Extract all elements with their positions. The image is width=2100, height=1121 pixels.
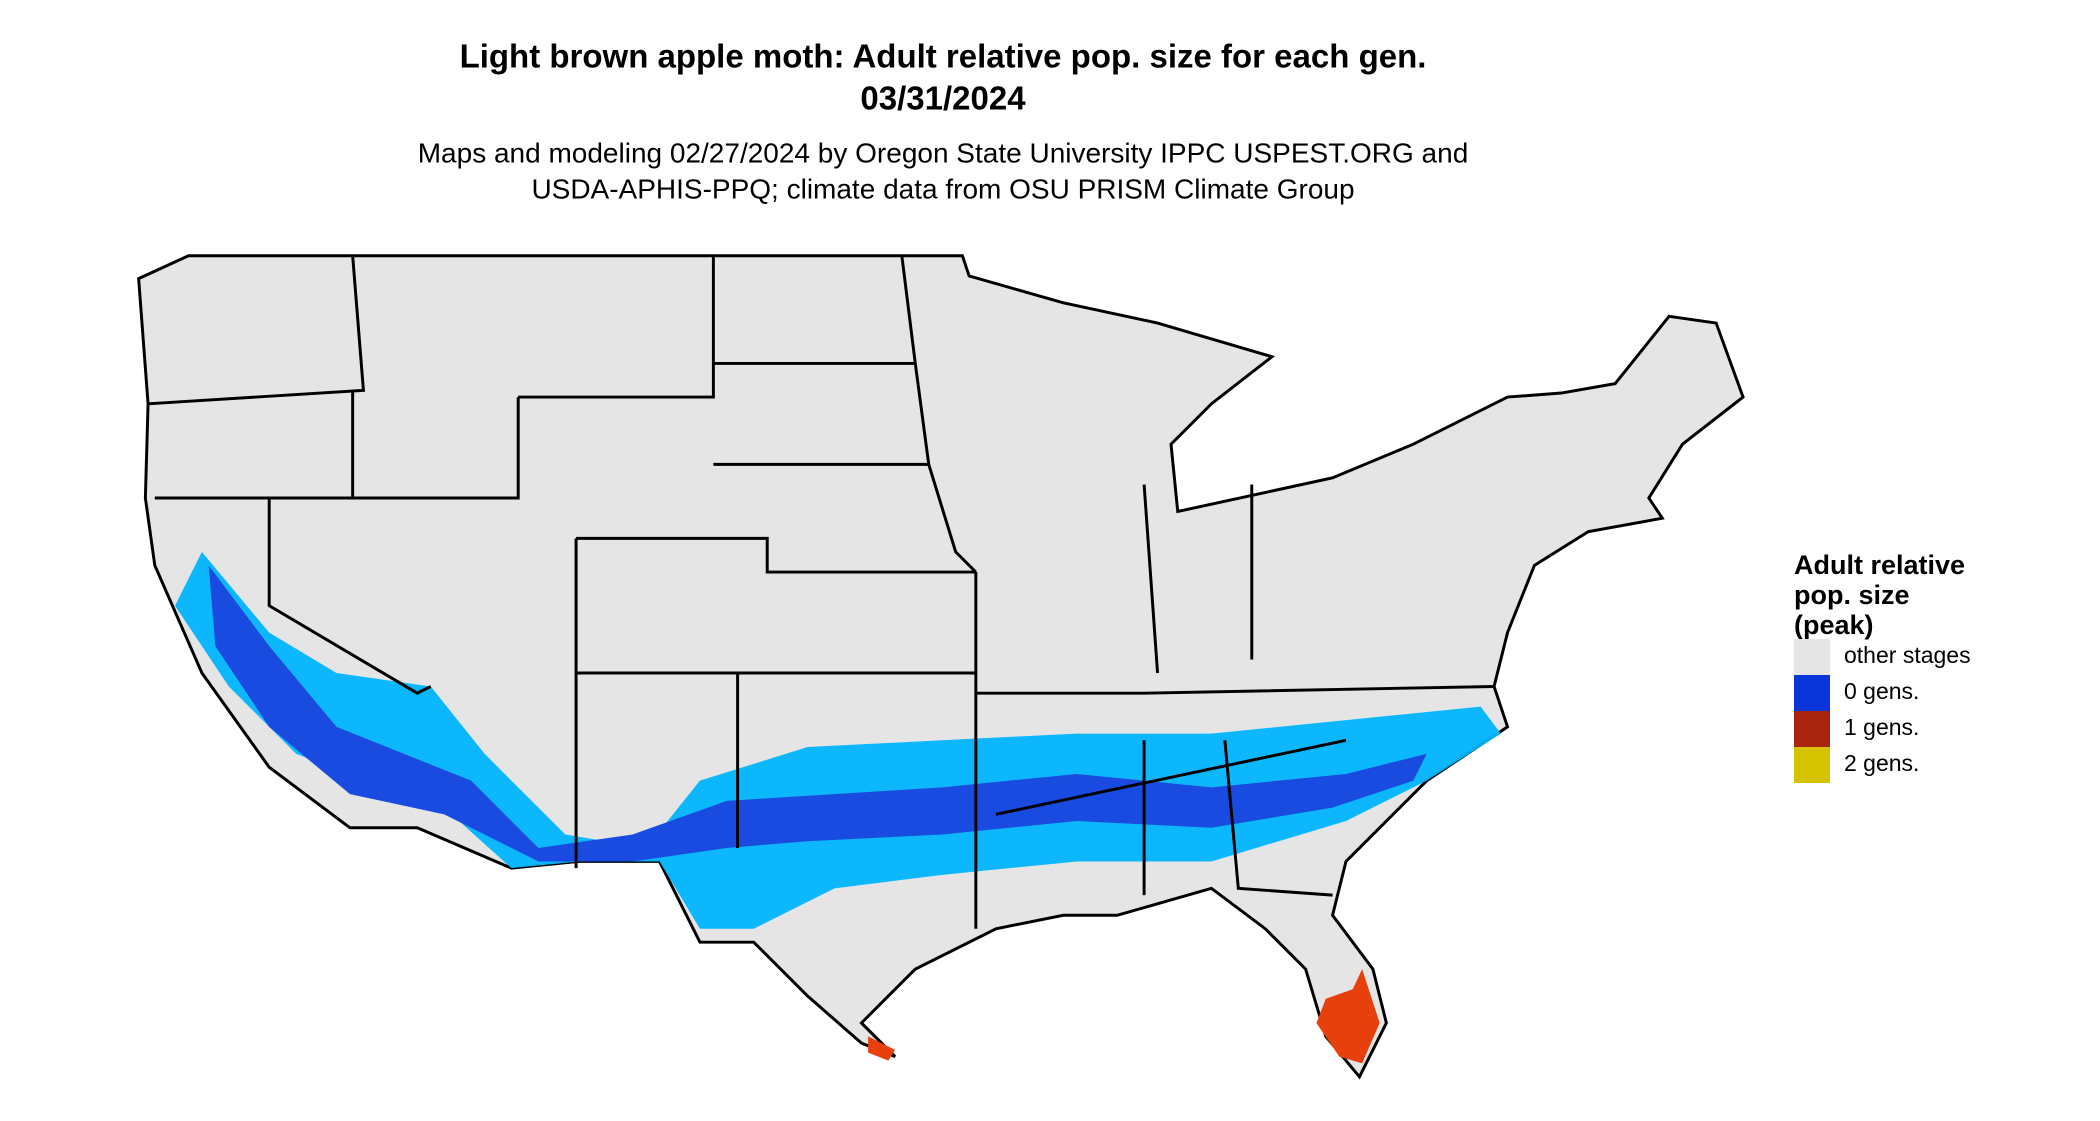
subtitle-line: USDA-APHIS-PPQ; climate data from OSU PR… bbox=[531, 173, 1354, 204]
zone-red bbox=[868, 969, 1380, 1064]
legend-swatch bbox=[1794, 747, 1830, 783]
legend-label: other stages bbox=[1844, 642, 1971, 668]
legend-title: pop. size bbox=[1794, 580, 1910, 610]
legend-swatch bbox=[1794, 675, 1830, 711]
legend-label: 1 gens. bbox=[1844, 714, 1919, 740]
map-title: Light brown apple moth: Adult relative p… bbox=[460, 38, 1427, 75]
legend-label: 0 gens. bbox=[1844, 678, 1919, 704]
legend-swatch bbox=[1794, 639, 1830, 675]
state-lines bbox=[147, 255, 1495, 929]
legend-title: Adult relative bbox=[1794, 550, 1965, 580]
legend-label: 2 gens. bbox=[1844, 750, 1919, 776]
map-date: 03/31/2024 bbox=[860, 80, 1026, 117]
legend-swatch bbox=[1794, 711, 1830, 747]
legend-title: (peak) bbox=[1794, 610, 1874, 640]
subtitle-line: Maps and modeling 02/27/2024 by Oregon S… bbox=[418, 137, 1469, 168]
state-line bbox=[147, 255, 1495, 929]
us-map bbox=[137, 254, 1745, 1080]
us-outline bbox=[137, 254, 1745, 1080]
